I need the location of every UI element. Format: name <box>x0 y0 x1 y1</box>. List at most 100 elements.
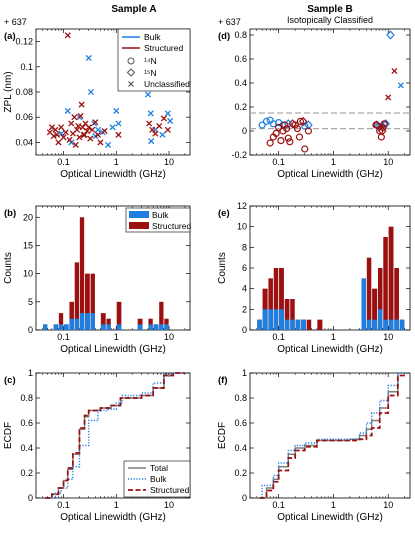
bar-structured <box>377 268 383 330</box>
bar-structured <box>100 313 106 330</box>
bar-bulk <box>79 313 85 330</box>
data-point <box>167 117 174 125</box>
panel-d: 0.1 1 10 -0.2 0 0.2 0.4 0.6 0.8 Optical Linewidth… <box>218 17 411 180</box>
bar-structured <box>290 299 295 330</box>
legend-a-bulk-label: Bulk <box>144 32 161 42</box>
legend-a-n14-marker <box>127 57 135 65</box>
x-tick-label: 0.1 <box>272 500 285 510</box>
y-tick-label: 0.2 <box>234 468 247 478</box>
data-point <box>64 107 71 114</box>
bar-structured <box>69 301 74 330</box>
data-point <box>50 133 57 140</box>
panel-b: 0.1 1 10 0 5 10 15 20 Optical Linewidth (GHz) Cou… <box>3 205 191 355</box>
data-point <box>281 121 289 129</box>
panel-letter: (f) <box>218 375 228 386</box>
y-tick-label: 0.6 <box>234 418 247 428</box>
data-point <box>296 117 305 126</box>
data-point <box>73 126 81 133</box>
data-point <box>272 129 280 137</box>
data-point <box>295 133 304 141</box>
bar-bulk <box>100 324 106 330</box>
data-point <box>284 134 292 142</box>
y-tick-label: 0.6 <box>20 418 33 428</box>
data-point <box>397 82 404 89</box>
data-point <box>75 122 82 130</box>
y-tick-label: 0 <box>242 325 247 335</box>
data-point <box>78 101 85 108</box>
y-tick-label: 5 <box>28 297 33 307</box>
y-tick-label: 0.4 <box>20 443 33 453</box>
x-tick-label: 10 <box>383 157 393 167</box>
y-tick-label: 0.4 <box>234 443 247 453</box>
bar-structured <box>372 288 378 330</box>
x-tick-label: 1 <box>114 332 119 342</box>
y-tick-label: 0.6 <box>234 54 247 64</box>
data-point <box>58 130 65 137</box>
y-tick-label: 0.8 <box>20 393 33 403</box>
legend-a-n15-label: ¹⁵N <box>144 68 157 78</box>
data-point <box>62 129 69 136</box>
bar-bulk <box>159 324 164 330</box>
y-tick-label: -0.2 <box>231 150 247 160</box>
y-tick-label: 20 <box>23 212 33 222</box>
x-axis-label: Optical Linewidth (GHz) <box>277 169 383 180</box>
bar-structured <box>74 262 80 330</box>
bar-bulk <box>268 309 273 330</box>
bar-bulk <box>164 324 169 330</box>
x-tick-label: 10 <box>164 500 174 510</box>
y-tick-label: 0.04 <box>15 137 33 147</box>
data-point <box>386 30 395 40</box>
y-tick-label: 0.1 <box>20 62 33 72</box>
panel-letter: (e) <box>218 208 230 219</box>
bar-bulk <box>58 324 64 330</box>
bar-bulk <box>388 319 394 330</box>
legend-b-bulk-swatch <box>129 211 149 218</box>
y-tick-label: 1 <box>242 368 247 378</box>
panel-letter: (c) <box>4 375 16 386</box>
data-point <box>156 122 163 130</box>
x-tick-label: 10 <box>383 332 393 342</box>
data-point <box>146 120 153 127</box>
data-point <box>77 112 84 119</box>
data-point <box>304 120 313 130</box>
legend-c-bulk-label: Bulk <box>150 474 167 484</box>
bar-structured <box>79 217 85 330</box>
panel-e: 0.1 1 10 0 2 4 6 8 10 12 Optical Linewidth (GHz) Co… <box>217 201 411 355</box>
data-point <box>85 124 92 131</box>
y-tick-label: 0.2 <box>20 468 33 478</box>
data-point <box>391 67 398 75</box>
bar-bulk <box>84 313 90 330</box>
series-line <box>45 372 185 499</box>
panel-letter: (b) <box>4 208 16 219</box>
x-axis-label: Optical Linewidth (GHz) <box>60 344 166 355</box>
y-tick-label: 0 <box>28 325 33 335</box>
y-tick-label: 10 <box>237 222 247 232</box>
y-axis-label: Counts <box>3 252 14 284</box>
data-point <box>81 131 88 138</box>
data-point <box>144 91 152 98</box>
data-point <box>152 130 159 137</box>
data-point <box>92 119 99 126</box>
y-tick-label: 6 <box>242 263 247 273</box>
y-axis-label: ECDF <box>3 422 14 449</box>
data-point <box>72 141 79 148</box>
bar-bulk <box>116 324 122 330</box>
panel-letter: (d) <box>218 31 230 42</box>
y-axis-label: ZPL (nm) <box>3 71 14 112</box>
legend-b: Bulk Structured <box>125 207 191 233</box>
data-point <box>275 123 283 132</box>
bar-bulk <box>377 309 383 330</box>
panel-c: 0.1 1 10 0 0.2 0.4 0.6 0.8 1 Optical Linewidth (G… <box>3 368 191 523</box>
column-title-a: Sample A <box>111 4 156 15</box>
data-point <box>68 120 75 127</box>
y-tick-label: 0.8 <box>234 393 247 403</box>
series-line <box>259 373 406 499</box>
data-point <box>301 145 309 153</box>
data-point <box>378 123 385 130</box>
legend-a-unclassified-label: Unclassified <box>144 79 190 89</box>
y-offset-label: + 637 <box>218 17 241 27</box>
bar-bulk <box>53 324 59 330</box>
x-axis-label: Optical Linewidth (GHz) <box>277 512 383 523</box>
data-point <box>266 139 274 147</box>
bar-bulk <box>383 319 388 330</box>
